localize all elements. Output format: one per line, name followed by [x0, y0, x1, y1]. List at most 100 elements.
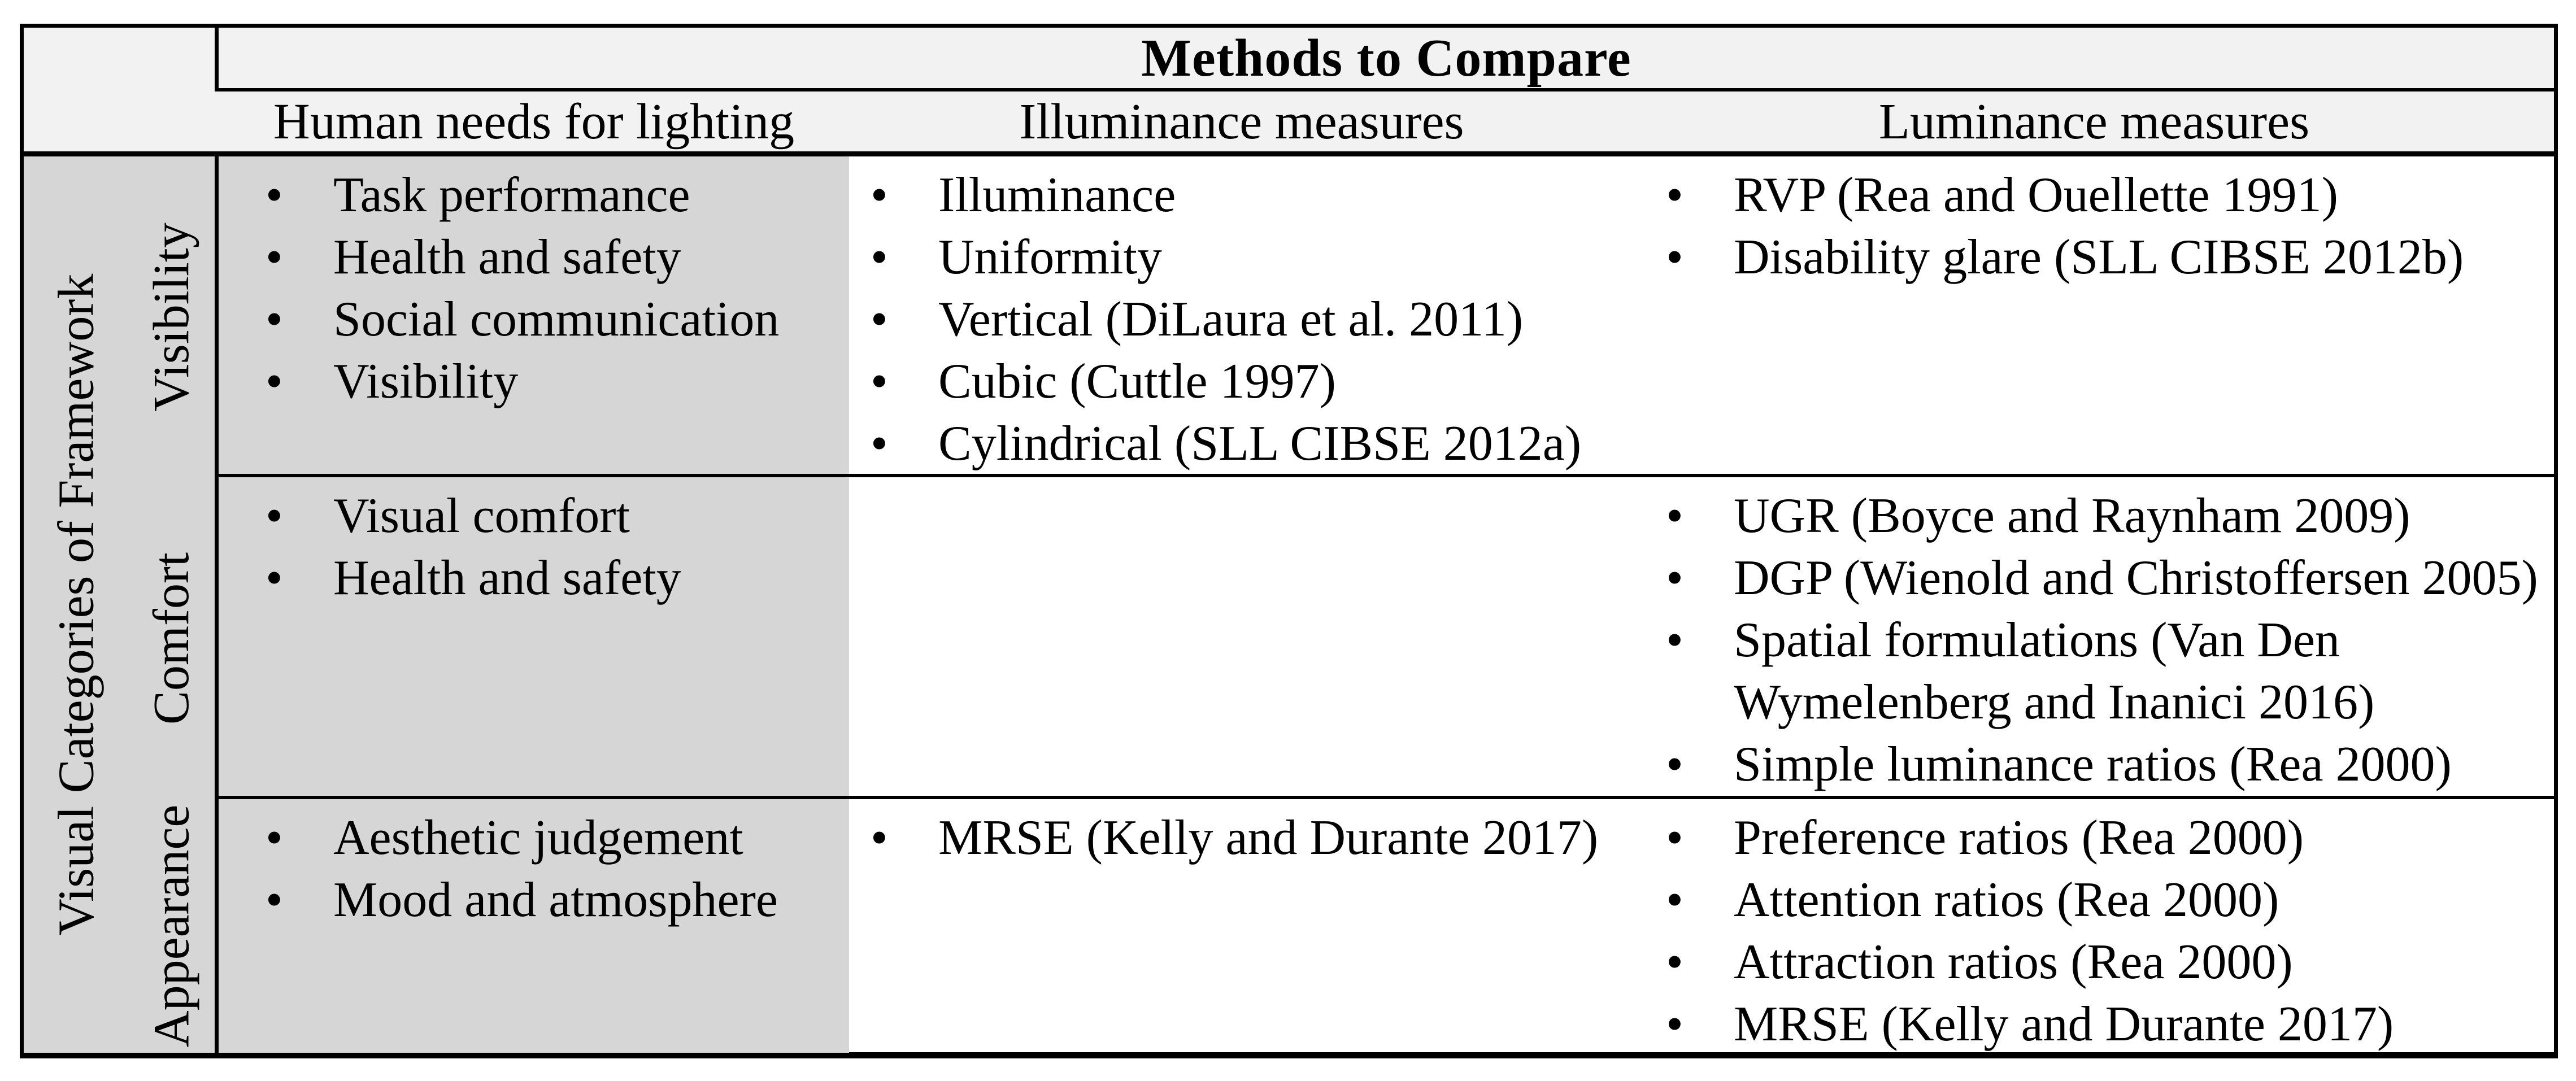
bullet-item: • Uniformity — [855, 226, 1623, 289]
table-title-cell: Methods to Compare — [219, 28, 2554, 91]
row-label-appearance: Appearance — [128, 799, 219, 1053]
bullet-text: Preference ratios (Rea 2000) — [1734, 810, 2304, 865]
column-header-label: Luminance measures — [1878, 93, 2310, 150]
bullet-icon: • — [871, 416, 888, 471]
bullet-item: • Simple luminance ratios (Rea 2000) — [1650, 734, 2548, 796]
bullet-item: • Disability glare (SLL CIBSE 2012b) — [1650, 226, 2548, 289]
bullet-icon: • — [266, 810, 283, 865]
bullet-item: • Illuminance — [855, 164, 1623, 226]
bullet-text: Task performance — [333, 168, 690, 223]
bullet-item: • Cylindrical (SLL CIBSE 2012a) — [855, 413, 1623, 475]
cell-comfort-illuminance — [849, 477, 1634, 799]
bullet-icon: • — [266, 230, 283, 285]
column-header-illuminance: Illuminance measures — [849, 91, 1634, 156]
corner-cell-top — [24, 28, 219, 91]
bullet-item: • Aesthetic judgement — [250, 807, 838, 869]
table-title: Methods to Compare — [1141, 28, 1631, 88]
bullet-text: Vertical (DiLaura et al. 2011) — [938, 292, 1524, 347]
bullet-item: • Visibility — [250, 351, 838, 413]
bullet-text: Uniformity — [938, 230, 1162, 285]
bullet-text: Disability glare (SLL CIBSE 2012b) — [1734, 230, 2464, 285]
column-header-label: Illuminance measures — [1019, 93, 1464, 150]
column-header-luminance: Luminance measures — [1634, 91, 2554, 156]
bullet-item: • Mood and atmosphere — [250, 869, 838, 931]
cell-comfort-luminance: • UGR (Boyce and Raynham 2009) • DGP (Wieno… — [1634, 477, 2554, 799]
bullet-item: • Spatial formulations (Van Den Wymelenbe… — [1650, 609, 2548, 734]
bullet-item: • Attention ratios (Rea 2000) — [1650, 869, 2548, 931]
bullet-item: • Cubic (Cuttle 1997) — [855, 351, 1623, 413]
bullet-text: Visibility — [333, 354, 519, 409]
bullet-item: • Social communication — [250, 289, 838, 351]
bullet-item: • Preference ratios (Rea 2000) — [1650, 807, 2548, 869]
cell-appearance-human-needs: • Aesthetic judgement • Mood and atmosphere — [219, 799, 849, 1053]
bullet-text: Aesthetic judgement — [333, 810, 743, 865]
bullet-text: Visual comfort — [333, 489, 630, 543]
bullet-text: Health and safety — [333, 230, 681, 285]
row-group-label: Visual Categories of Framework — [48, 273, 104, 936]
bullet-icon: • — [1666, 737, 1683, 792]
column-header-label: Human needs for lighting — [273, 93, 795, 150]
bullet-icon: • — [1666, 810, 1683, 865]
bullet-icon: • — [1666, 489, 1683, 543]
row-label-visibility: Visibility — [128, 156, 219, 477]
row-label-text: Visibility — [143, 222, 199, 412]
methods-comparison-table: Methods to Compare Human needs for light… — [20, 24, 2558, 1058]
row-label-text: Comfort — [143, 552, 200, 725]
bullet-icon: • — [1666, 873, 1683, 927]
bullet-icon: • — [266, 292, 283, 347]
cell-visibility-illuminance: • Illuminance • Uniformity • Vertical (DiLaur… — [849, 156, 1634, 477]
bullet-icon: • — [871, 810, 888, 865]
bullet-icon: • — [266, 354, 283, 409]
bullet-item: • MRSE (Kelly and Durante 2017) — [1650, 993, 2548, 1056]
cell-appearance-luminance: • Preference ratios (Rea 2000) • Attention … — [1634, 799, 2554, 1053]
bullet-icon: • — [871, 292, 888, 347]
bullet-text: Cubic (Cuttle 1997) — [938, 354, 1336, 409]
bullet-icon: • — [871, 168, 888, 223]
bullet-item: • RVP (Rea and Ouellette 1991) — [1650, 164, 2548, 226]
bullet-text: Spatial formulations (Van Den Wymelenber… — [1734, 613, 2375, 730]
bullet-icon: • — [266, 873, 283, 927]
bullet-text: DGP (Wienold and Christoffersen 2005) — [1734, 551, 2538, 605]
bullet-text: Cylindrical (SLL CIBSE 2012a) — [938, 416, 1582, 471]
bullet-text: UGR (Boyce and Raynham 2009) — [1734, 489, 2410, 543]
bullet-icon: • — [1666, 551, 1683, 605]
bullet-text: Social communication — [333, 292, 780, 347]
bullet-item: • Health and safety — [250, 226, 838, 289]
bullet-icon: • — [266, 551, 283, 605]
bullet-item: • Vertical (DiLaura et al. 2011) — [855, 289, 1623, 351]
bullet-text: RVP (Rea and Ouellette 1991) — [1734, 168, 2338, 223]
row-label-text: Appearance — [143, 804, 200, 1048]
bullet-icon: • — [1666, 935, 1683, 990]
bullet-item: • Task performance — [250, 164, 838, 226]
bullet-text: Attraction ratios (Rea 2000) — [1734, 935, 2293, 990]
bullet-item: • UGR (Boyce and Raynham 2009) — [1650, 485, 2548, 547]
bullet-item: • MRSE (Kelly and Durante 2017) — [855, 807, 1623, 869]
bullet-icon: • — [1666, 997, 1683, 1052]
bullet-text: Illuminance — [938, 168, 1176, 223]
bullet-item: • Health and safety — [250, 547, 838, 609]
bullet-item: • DGP (Wienold and Christoffersen 2005) — [1650, 547, 2548, 609]
cell-visibility-luminance: • RVP (Rea and Ouellette 1991) • Disability… — [1634, 156, 2554, 477]
bullet-item: • Visual comfort — [250, 485, 838, 547]
cell-appearance-illuminance: • MRSE (Kelly and Durante 2017) — [849, 799, 1634, 1053]
bullet-icon: • — [1666, 230, 1683, 285]
bullet-item: • Attraction ratios (Rea 2000) — [1650, 931, 2548, 993]
bullet-icon: • — [871, 230, 888, 285]
corner-cell-bottom — [24, 91, 219, 156]
bullet-text: Mood and atmosphere — [333, 873, 778, 927]
bullet-icon: • — [871, 354, 888, 409]
bullet-text: MRSE (Kelly and Durante 2017) — [1734, 997, 2394, 1052]
row-label-comfort: Comfort — [128, 477, 219, 799]
row-group-label-cell: Visual Categories of Framework — [24, 156, 128, 1053]
bullet-text: Attention ratios (Rea 2000) — [1734, 873, 2279, 927]
bullet-icon: • — [266, 168, 283, 223]
cell-comfort-human-needs: • Visual comfort • Health and safety — [219, 477, 849, 799]
bullet-text: Simple luminance ratios (Rea 2000) — [1734, 737, 2452, 792]
bullet-text: Health and safety — [333, 551, 681, 605]
bullet-icon: • — [1666, 168, 1683, 223]
cell-visibility-human-needs: • Task performance • Health and safety • Soci… — [219, 156, 849, 477]
bullet-text: MRSE (Kelly and Durante 2017) — [938, 810, 1599, 865]
bullet-icon: • — [1666, 613, 1683, 668]
column-header-human-needs: Human needs for lighting — [219, 91, 849, 156]
bullet-icon: • — [266, 489, 283, 543]
